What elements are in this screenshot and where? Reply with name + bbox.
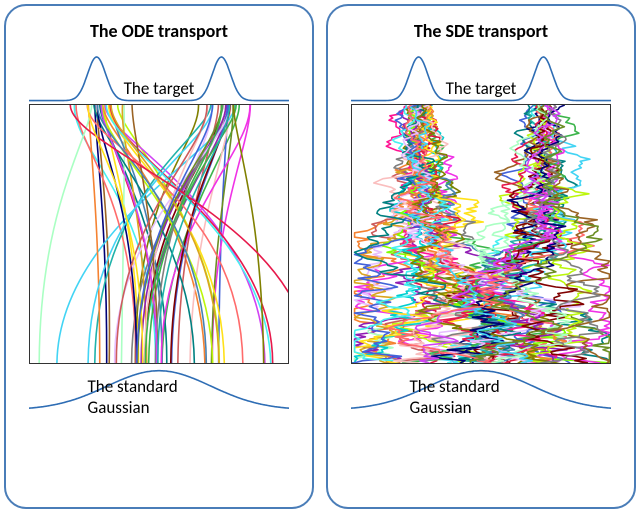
ode-target-label: The target xyxy=(124,78,195,99)
ode-gaussian-label: The standard Gaussian xyxy=(88,376,231,418)
sde-target-label: The target xyxy=(446,78,517,99)
sde-gaussian-label: The standard Gaussian xyxy=(410,376,553,418)
ode-title: The ODE transport xyxy=(90,20,228,42)
sde-trajectories xyxy=(352,105,611,364)
sde-panel: The SDE transport The target The standar… xyxy=(326,4,636,509)
ode-gaussian-dist-row: The standard Gaussian xyxy=(16,364,302,420)
sde-plot-box xyxy=(351,104,611,364)
ode-target-dist-row: The target xyxy=(16,48,302,104)
sde-title: The SDE transport xyxy=(414,20,548,42)
ode-trajectories xyxy=(30,105,289,364)
ode-panel: The ODE transport The target The standar… xyxy=(4,4,314,509)
ode-plot-box xyxy=(29,104,289,364)
sde-gaussian-dist-row: The standard Gaussian xyxy=(338,364,624,420)
sde-target-dist-row: The target xyxy=(338,48,624,104)
